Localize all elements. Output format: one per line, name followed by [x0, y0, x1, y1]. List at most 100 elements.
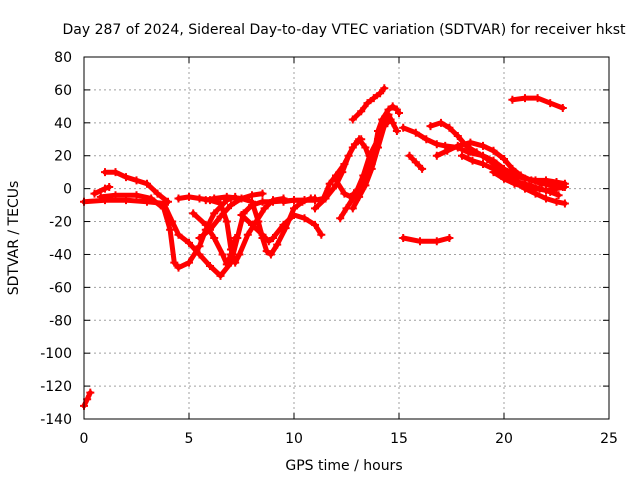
- data-point: [279, 220, 288, 229]
- data-point: [355, 192, 364, 201]
- y-tick-label: -120: [40, 379, 72, 395]
- data-point: [101, 184, 109, 193]
- data-point: [479, 141, 487, 150]
- data-point: [376, 89, 385, 98]
- data-point: [269, 196, 277, 205]
- data-point: [235, 250, 244, 259]
- data-point: [96, 192, 105, 201]
- data-point: [216, 271, 225, 280]
- data-point: [453, 131, 462, 140]
- data-point: [542, 186, 550, 195]
- data-point: [489, 146, 498, 155]
- data-point: [332, 176, 340, 185]
- data-point: [237, 210, 246, 219]
- data-point: [445, 234, 454, 242]
- data-point: [374, 135, 382, 144]
- data-point: [344, 151, 353, 160]
- data-point: [262, 247, 271, 256]
- data-point: [122, 173, 130, 182]
- series-track-3: [98, 192, 238, 271]
- y-tick-labels: -140 -120 -100 -80 -60 -40 -20 0 20 40 60 80: [40, 50, 72, 428]
- data-point: [147, 194, 156, 203]
- data-point: [195, 194, 204, 203]
- data-point: [357, 107, 366, 116]
- x-tick-label: 0: [80, 431, 89, 447]
- data-point: [560, 199, 569, 208]
- data-point: [237, 194, 246, 203]
- data-point: [552, 184, 561, 193]
- plot-frame: [83, 56, 610, 420]
- data-point: [521, 182, 529, 191]
- data-point: [416, 237, 424, 246]
- data-point: [380, 122, 389, 131]
- data-point: [340, 189, 349, 198]
- data-point: [432, 151, 441, 160]
- data-point: [533, 94, 542, 103]
- data-point: [185, 192, 193, 201]
- data-point: [264, 237, 273, 246]
- data-point: [516, 171, 525, 180]
- data-point: [174, 263, 183, 272]
- data-point: [132, 176, 141, 185]
- data-point: [336, 214, 345, 223]
- y-tick-label: 60: [54, 83, 72, 99]
- data-point: [222, 192, 231, 201]
- data-point: [418, 164, 427, 173]
- data-point: [479, 159, 487, 168]
- data-point: [348, 115, 357, 124]
- data-point: [361, 143, 370, 152]
- data-point: [185, 258, 193, 267]
- data-point: [432, 237, 441, 246]
- series-track-9: [239, 212, 324, 244]
- data-point: [483, 155, 492, 164]
- data-point: [443, 146, 452, 155]
- data-point: [521, 94, 529, 103]
- data-point: [531, 184, 540, 193]
- data-point: [384, 110, 393, 119]
- x-tick-label: 5: [185, 431, 194, 447]
- data-point: [189, 209, 198, 218]
- data-point: [527, 176, 536, 185]
- data-point: [508, 95, 517, 104]
- data-point: [227, 201, 235, 210]
- data-point: [311, 220, 319, 229]
- data-point: [218, 250, 227, 259]
- x-tick-label: 10: [285, 431, 303, 447]
- data-point: [290, 196, 298, 205]
- ticks: [83, 56, 610, 420]
- data-point: [210, 209, 219, 218]
- data-point: [350, 140, 359, 149]
- data-point: [111, 168, 120, 177]
- data-point: [367, 164, 376, 173]
- data-point: [346, 192, 355, 201]
- x-axis-label: GPS time / hours: [285, 458, 402, 474]
- data-point: [222, 217, 231, 226]
- data-point: [399, 123, 408, 132]
- data-point: [441, 141, 450, 150]
- data-point: [258, 197, 267, 206]
- data-point: [462, 141, 471, 150]
- data-point: [348, 204, 357, 213]
- data-point: [210, 234, 219, 242]
- data-point: [560, 182, 569, 191]
- data-point: [500, 155, 508, 164]
- data-point: [317, 230, 326, 239]
- data-point: [388, 102, 397, 111]
- data-point: [361, 181, 370, 190]
- data-point: [399, 234, 408, 242]
- chart-title: Day 287 of 2024, Sidereal Day-to-day VTE…: [63, 22, 626, 38]
- data-point: [510, 179, 519, 188]
- data-point: [458, 151, 466, 160]
- data-point: [153, 189, 162, 198]
- data-point: [206, 225, 214, 234]
- y-tick-label: 0: [63, 182, 72, 198]
- data-point: [445, 123, 454, 132]
- data-point: [132, 191, 141, 200]
- data-point: [542, 194, 550, 203]
- data-point: [206, 261, 214, 270]
- data-point: [231, 258, 240, 267]
- data-point: [338, 168, 347, 177]
- data-point: [210, 194, 219, 203]
- data-point: [311, 204, 319, 213]
